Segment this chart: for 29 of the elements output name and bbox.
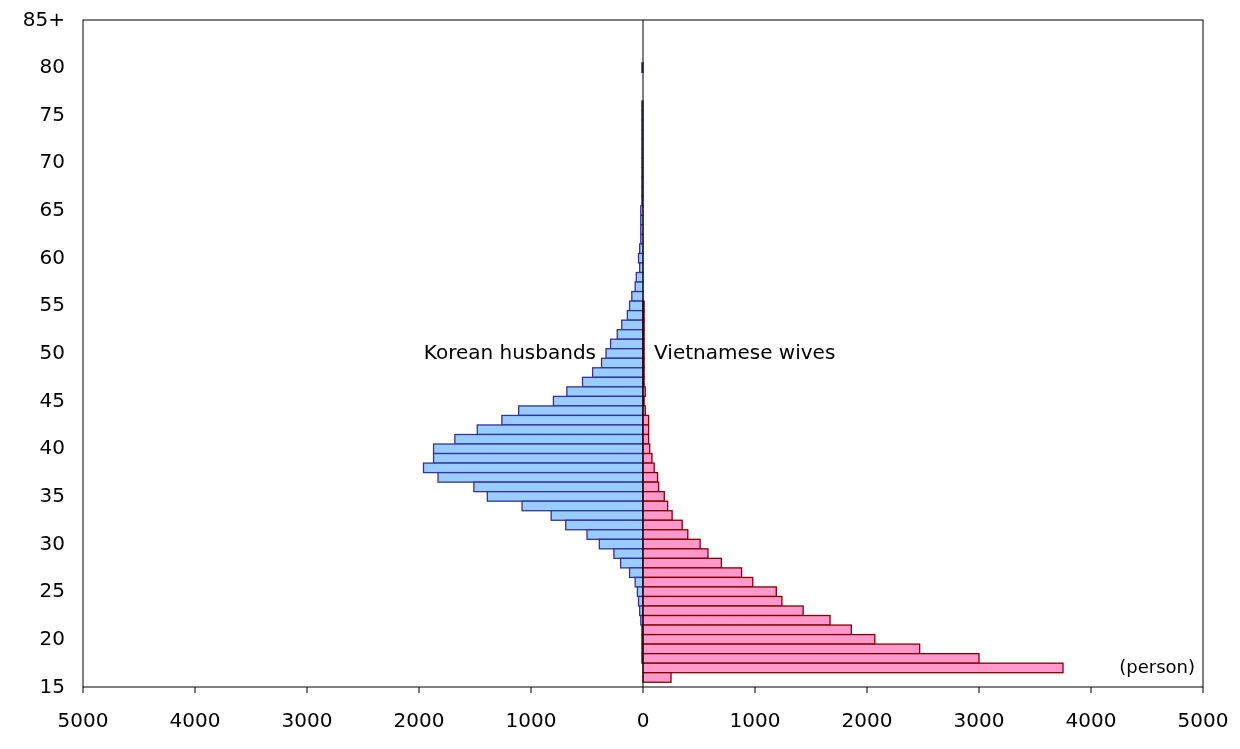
x-tick-label: 2000 <box>393 708 445 732</box>
x-tick-label: 0 <box>636 708 650 732</box>
y-tick-label: 55 <box>39 292 65 317</box>
y-tick-label: 60 <box>39 244 65 269</box>
x-tick-label: 3000 <box>953 708 1005 732</box>
y-tick-label: 35 <box>39 482 65 507</box>
x-tick-label: 1000 <box>729 708 781 732</box>
x-tick-label: 5000 <box>1177 708 1229 732</box>
x-tick-label: 5000 <box>57 708 109 732</box>
series-label: Korean husbands <box>423 340 597 364</box>
y-tick-label: 40 <box>39 435 65 460</box>
x-tick-label: 4000 <box>1065 708 1117 732</box>
series-label: Vietnamese wives <box>654 340 836 364</box>
y-tick-label: 15 <box>39 673 65 698</box>
y-tick-label: 70 <box>39 149 65 174</box>
y-tick-label: 85+ <box>22 6 65 31</box>
y-tick-label: 65 <box>39 197 65 222</box>
y-tick-label: 45 <box>39 387 65 412</box>
y-tick-label: 25 <box>39 578 65 603</box>
y-tick-label: 80 <box>39 54 65 79</box>
y-tick-label: 50 <box>39 340 65 364</box>
y-tick-label: 20 <box>39 625 65 650</box>
x-tick-label: 2000 <box>841 708 893 732</box>
y-tick-label: 75 <box>39 101 65 126</box>
x-tick-label: 4000 <box>169 708 221 732</box>
x-tick-label: 1000 <box>505 708 557 732</box>
x-axis-title: (person) <box>1119 656 1195 677</box>
x-tick-label: 3000 <box>281 708 333 732</box>
y-tick-label: 30 <box>39 530 65 555</box>
